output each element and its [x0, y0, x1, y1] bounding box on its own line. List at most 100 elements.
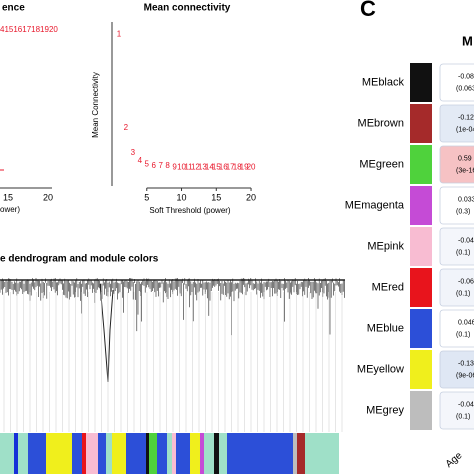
module-color [106, 433, 112, 474]
p-value: (0.1) [456, 331, 470, 338]
correlation: -0.12 [458, 114, 474, 121]
point-label: 9 [172, 162, 177, 171]
point-label: 19 [240, 162, 249, 171]
point-label: 12 [191, 162, 200, 171]
module-color [219, 433, 227, 474]
x-tick-label: 10 [177, 192, 187, 202]
dendrogram [0, 278, 345, 432]
x-tick-label: 5 [144, 192, 149, 202]
correlation: -0.061 [458, 278, 474, 285]
correlation: -0.13 [458, 360, 474, 367]
x-tick-label: 15 [211, 192, 221, 202]
module-name: MEpink [367, 240, 404, 252]
module-color [112, 433, 126, 474]
x-tick-label: 20 [43, 192, 53, 202]
point-label: 6 [151, 161, 156, 170]
module-color [176, 433, 190, 474]
point-label: 11 [184, 162, 193, 171]
module-name: MEblack [362, 76, 405, 88]
module-color [293, 433, 297, 474]
heatmap-cell [439, 309, 474, 348]
x-axis-label: Soft Threshold (power) [149, 206, 231, 215]
p-value: (0.063) [456, 85, 474, 92]
p-value: (0.1) [456, 413, 470, 420]
module-color [305, 433, 339, 474]
module-color [172, 433, 176, 474]
correlation: 0.033 [458, 196, 474, 203]
module-swatch [410, 227, 432, 266]
point-label: 13 [198, 162, 207, 171]
module-swatch [410, 63, 432, 102]
correlation: 0.59 [458, 155, 472, 162]
heatmap-cell [439, 63, 474, 102]
heatmap-cell [439, 227, 474, 266]
heatmap-cell [439, 145, 474, 184]
y-axis-label: Mean Connectivity [91, 72, 100, 138]
module-swatch [410, 268, 432, 307]
point-label: 16 [219, 162, 228, 171]
point-label: 2 [124, 123, 129, 132]
module-name: MEred [372, 281, 404, 293]
p-value: (0.1) [456, 290, 470, 297]
p-value: (3e-16) [456, 167, 474, 174]
module-swatch [410, 391, 432, 430]
module-color [28, 433, 46, 474]
module-name: MEblue [367, 322, 404, 334]
module-swatch [410, 145, 432, 184]
panel-title: e dendrogram and module colors [0, 254, 159, 265]
module-color [14, 433, 18, 474]
correlation: -0.046 [458, 237, 474, 244]
module-color [86, 433, 98, 474]
correlation: -0.045 [458, 401, 474, 408]
panel-label: C [360, 0, 376, 21]
p-value: (9e-06) [456, 372, 474, 379]
point-label: 10 [177, 162, 186, 171]
module-color [46, 433, 72, 474]
module-color [146, 433, 149, 474]
module-name: MEgreen [359, 158, 404, 170]
module-name: MEmagenta [345, 199, 405, 211]
point-label: 8 [165, 161, 170, 170]
point-label: 4 [138, 156, 143, 165]
module-name: MEbrown [358, 117, 404, 129]
point-label: 1 [117, 30, 122, 39]
module-color [149, 433, 157, 474]
module-color [204, 433, 214, 474]
module-color [18, 433, 28, 474]
module-swatch [410, 104, 432, 143]
module-swatch [410, 309, 432, 348]
panel-title: M [462, 33, 473, 48]
module-color [214, 433, 219, 474]
point-label: 7 [158, 161, 163, 170]
p-value: (1e-04) [456, 126, 474, 133]
point-label: 17 [226, 162, 235, 171]
module-color [297, 433, 305, 474]
module-color-bar [0, 433, 339, 474]
panel-title: Mean connectivity [144, 3, 231, 14]
x-tick-label: 20 [246, 192, 256, 202]
module-name: MEyellow [357, 363, 404, 375]
module-color [227, 433, 293, 474]
point-label: 18 [233, 162, 242, 171]
point-label: 5 [145, 159, 150, 168]
trait-label: Age [444, 450, 465, 470]
x-tick-label: 15 [3, 192, 13, 202]
correlation: -0.086 [458, 73, 474, 80]
heatmap-cell [439, 350, 474, 389]
p-value: (0.3) [456, 208, 470, 215]
module-color [0, 433, 14, 474]
point-label: 3 [131, 148, 136, 157]
module-color [72, 433, 82, 474]
p-value: (0.1) [456, 249, 470, 256]
module-color [98, 433, 106, 474]
heatmap: MEblack -0.086 (0.063) MEbrown -0.12 (1e-04) M… [345, 63, 474, 430]
module-name: MEgrey [366, 404, 404, 416]
point-label: 14 [205, 162, 214, 171]
point-label: 15 [212, 162, 221, 171]
point-label: 20 [247, 162, 256, 171]
heatmap-cell [439, 391, 474, 430]
module-swatch [410, 350, 432, 389]
module-color [82, 433, 86, 474]
module-color [190, 433, 200, 474]
